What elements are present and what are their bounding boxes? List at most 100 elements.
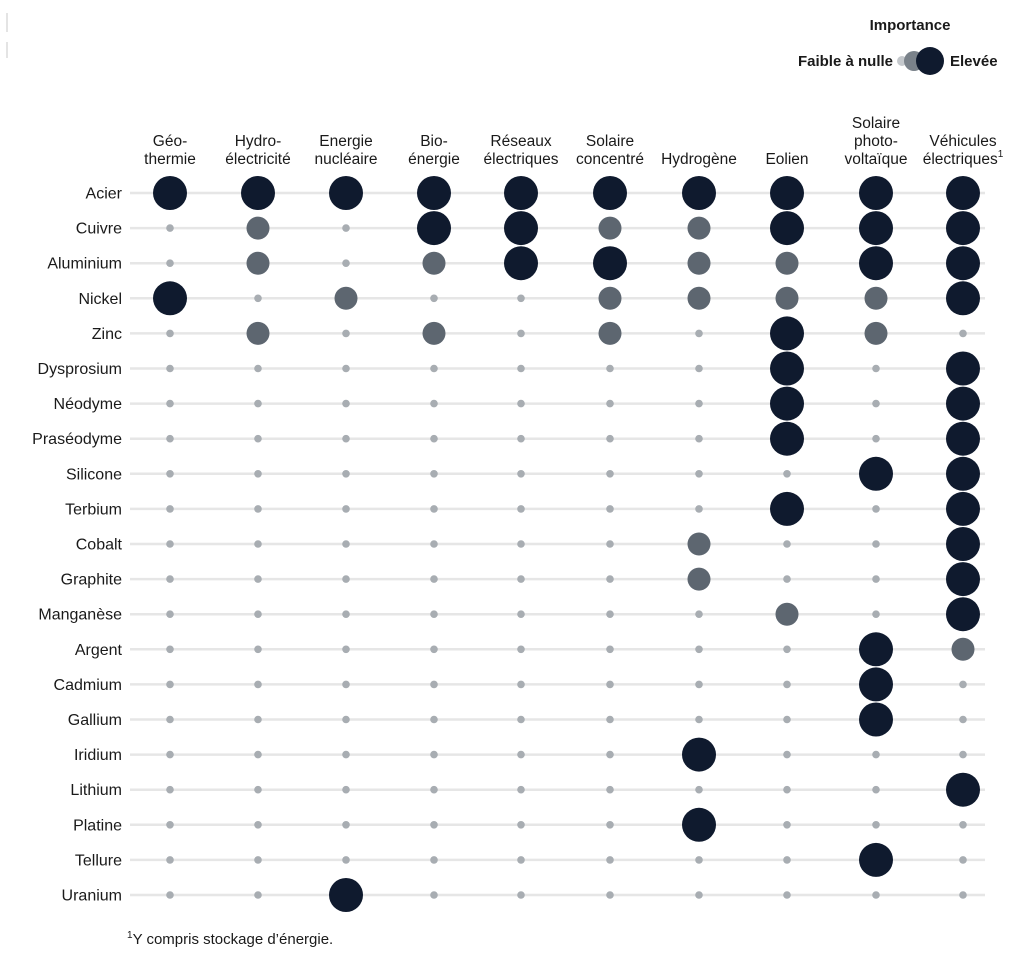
column-label: Solaire bbox=[586, 133, 634, 150]
column-label: Eolien bbox=[765, 151, 808, 168]
dot-medium bbox=[775, 602, 799, 626]
dot-low bbox=[430, 821, 438, 829]
footnote: 1Y compris stockage d’énergie. bbox=[127, 930, 333, 948]
row-label: Tellure bbox=[75, 852, 122, 869]
dot-low bbox=[166, 680, 174, 689]
dot-low bbox=[430, 399, 438, 408]
dot-medium bbox=[687, 216, 711, 240]
row-labels: Acier Cuivre Aluminium Nickel Zinc Dysprosium… bbox=[32, 186, 123, 905]
dot-low bbox=[695, 399, 703, 408]
dot-low bbox=[342, 785, 350, 794]
dot-low bbox=[695, 470, 703, 478]
column-label: Véhicules bbox=[929, 133, 996, 150]
legend: Importance Faible à nulle Elevée bbox=[798, 17, 998, 75]
dot-low bbox=[254, 540, 262, 548]
row-label: Praséodyme bbox=[32, 431, 122, 448]
dot-high bbox=[504, 211, 538, 246]
dot-low bbox=[783, 540, 791, 548]
column-label: concentré bbox=[576, 151, 644, 168]
dot-low bbox=[254, 610, 262, 618]
dot-high bbox=[153, 176, 187, 210]
dot-low bbox=[430, 294, 438, 303]
dot-high bbox=[770, 176, 804, 210]
dot-low bbox=[695, 891, 703, 899]
row-label: Acier bbox=[86, 186, 123, 203]
dot-low bbox=[695, 329, 703, 338]
dot-medium bbox=[598, 286, 622, 310]
dot-low bbox=[695, 364, 703, 373]
dot-low bbox=[166, 610, 174, 618]
column-label: Hydrogène bbox=[661, 151, 737, 168]
dot-low bbox=[342, 540, 350, 548]
dot-low bbox=[166, 715, 174, 724]
dot-medium bbox=[687, 567, 711, 591]
dot-low bbox=[695, 434, 703, 443]
dot-high bbox=[153, 281, 187, 316]
row-label: Lithium bbox=[70, 782, 122, 799]
row-label: Gallium bbox=[68, 712, 122, 729]
column-label: Energie bbox=[319, 133, 372, 150]
dot-low bbox=[606, 680, 614, 689]
row-label: Aluminium bbox=[47, 256, 122, 273]
dot-low bbox=[166, 434, 174, 443]
dot-low bbox=[254, 785, 262, 794]
dot-low bbox=[166, 224, 174, 232]
dot-low bbox=[342, 434, 350, 443]
dot-low bbox=[872, 505, 880, 513]
dot-low bbox=[783, 715, 791, 724]
dot-low bbox=[166, 399, 174, 408]
dot-low bbox=[254, 680, 262, 689]
dot-high bbox=[770, 316, 804, 351]
dot-low bbox=[166, 470, 174, 478]
dot-low bbox=[695, 505, 703, 513]
dot-high bbox=[946, 281, 980, 316]
dot-low bbox=[254, 821, 262, 829]
column-labels: Géo-thermie Hydro-électricité Energienuclé… bbox=[144, 115, 1004, 168]
dot-high bbox=[859, 632, 893, 667]
dot-low bbox=[254, 364, 262, 373]
dot-medium bbox=[246, 216, 270, 240]
dot-low bbox=[517, 540, 525, 548]
dot-low bbox=[342, 224, 350, 232]
dot-low bbox=[254, 399, 262, 408]
dot-medium bbox=[598, 216, 622, 240]
dot-low bbox=[695, 610, 703, 618]
dot-low bbox=[606, 399, 614, 408]
dot-low bbox=[517, 680, 525, 689]
dot-low bbox=[254, 294, 262, 303]
row-label: Silicone bbox=[66, 466, 122, 483]
dot-low bbox=[783, 891, 791, 899]
dot-low bbox=[430, 785, 438, 794]
dot-low bbox=[430, 364, 438, 373]
dot-low bbox=[606, 750, 614, 759]
dot-low bbox=[254, 645, 262, 654]
dot-medium bbox=[864, 286, 888, 310]
dot-low bbox=[872, 399, 880, 408]
dot-low bbox=[783, 785, 791, 794]
dot-low bbox=[342, 680, 350, 689]
dot-low bbox=[695, 856, 703, 864]
dot-low bbox=[254, 856, 262, 864]
row-label: Néodyme bbox=[54, 396, 123, 413]
dot-high bbox=[946, 421, 980, 456]
dot-low bbox=[517, 856, 525, 864]
dot-low bbox=[517, 645, 525, 654]
row-label: Cuivre bbox=[76, 221, 122, 238]
dot-low bbox=[872, 785, 880, 794]
dot-low bbox=[254, 750, 262, 759]
dot-high bbox=[946, 351, 980, 386]
dot-high bbox=[946, 246, 980, 281]
dot-low bbox=[342, 364, 350, 373]
dot-low bbox=[254, 891, 262, 899]
dot-high bbox=[504, 246, 538, 281]
dot-medium bbox=[687, 251, 711, 275]
dot-high bbox=[593, 176, 627, 210]
row-label: Uranium bbox=[62, 888, 122, 905]
dot-low bbox=[342, 399, 350, 408]
dot-low bbox=[959, 750, 967, 759]
dot-low bbox=[430, 470, 438, 478]
dot-low bbox=[872, 891, 880, 899]
row-label: Cadmium bbox=[54, 677, 122, 694]
dot-high bbox=[859, 456, 893, 491]
dot-low bbox=[430, 750, 438, 759]
